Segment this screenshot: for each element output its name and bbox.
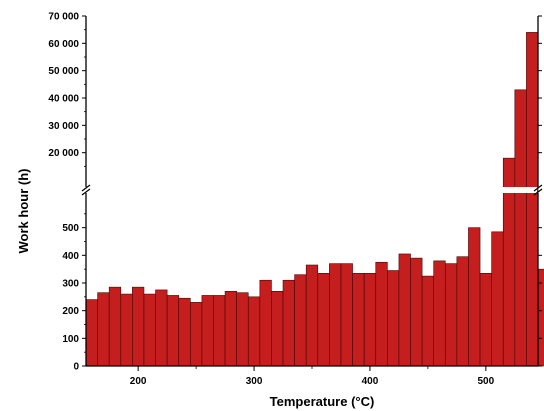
bar [247, 296, 261, 367]
x-tick-label: 500 [478, 376, 495, 387]
bar [456, 256, 469, 367]
bar [271, 290, 284, 367]
bar [178, 297, 191, 367]
bar [143, 293, 156, 367]
y-tick-label: 40 000 [48, 94, 79, 105]
bar [155, 289, 168, 367]
axis-break-mark [533, 184, 543, 192]
bar [340, 263, 353, 367]
y-tick-label: 200 [62, 306, 79, 317]
bar [479, 273, 492, 367]
bar [387, 270, 400, 367]
y-tick-label: 100 [62, 334, 79, 345]
bar [537, 268, 544, 367]
x-tick-label: 200 [130, 376, 147, 387]
bar [363, 273, 377, 367]
y-tick-label: 20 000 [48, 148, 79, 159]
y-tick-label: 500 [62, 223, 79, 234]
bar [468, 227, 481, 367]
bar [433, 260, 446, 367]
axes-group [81, 15, 543, 371]
bar [85, 299, 98, 367]
bar [352, 273, 365, 367]
bar [491, 231, 504, 367]
axis-break-mark [533, 188, 543, 196]
bar [108, 286, 122, 367]
bar [282, 279, 295, 367]
x-tick-label: 300 [246, 376, 263, 387]
y-tick-label: 30 000 [48, 121, 79, 132]
y-tick-label: 50 000 [48, 66, 79, 77]
bar [317, 273, 330, 367]
bar [421, 275, 434, 367]
y-tick-label: 60 000 [48, 39, 79, 50]
axis-break-band [87, 187, 537, 193]
y-axis-title: Work hour (h) [16, 169, 31, 254]
bar [329, 263, 342, 367]
y-tick-label: 0 [73, 362, 79, 373]
x-tick-label: 400 [362, 376, 379, 387]
bar [97, 292, 110, 367]
y-tick-label: 400 [62, 251, 79, 262]
bar [224, 290, 237, 367]
bar [190, 302, 203, 367]
axis-break-mark [81, 188, 91, 196]
bar [514, 89, 527, 367]
y-tick-label: 300 [62, 279, 79, 290]
bar [294, 274, 307, 367]
axis-break-mark [81, 184, 91, 192]
bar [305, 264, 319, 367]
bar [236, 292, 249, 367]
bars-group [85, 32, 544, 367]
bar [398, 253, 411, 367]
bar [201, 295, 214, 367]
labels-group: 0 100 200 300 400 500 20 000 30 000 40 000 50 000… [16, 12, 495, 410]
bar [526, 32, 539, 367]
bar [132, 286, 145, 367]
bar [259, 279, 272, 367]
bar [166, 295, 180, 367]
x-axis-title: Temperature (°C) [270, 394, 375, 409]
bar [410, 257, 423, 367]
bar [213, 295, 226, 367]
bar [375, 261, 388, 367]
bar [444, 263, 458, 367]
bar [120, 293, 133, 367]
y-tick-label: 70 000 [48, 12, 79, 23]
